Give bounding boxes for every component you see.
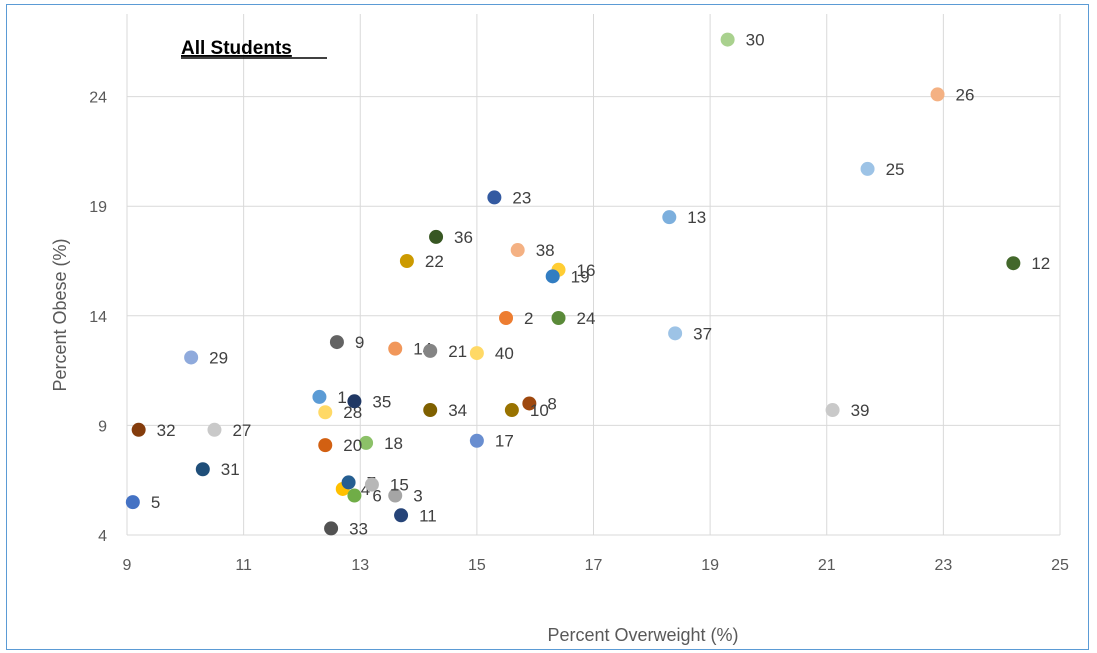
data-label: 10 — [530, 401, 549, 420]
data-point — [551, 310, 566, 325]
data-point — [510, 243, 525, 258]
data-point — [720, 32, 735, 47]
data-label: 16 — [577, 261, 596, 280]
data-label: 9 — [355, 333, 364, 352]
x-tick-label: 23 — [934, 557, 952, 574]
chart-frame — [6, 4, 1089, 650]
data-point — [184, 350, 199, 365]
data-label: 12 — [1031, 254, 1050, 273]
y-tick-label: 19 — [89, 199, 107, 216]
data-point — [359, 435, 374, 450]
data-point — [499, 310, 514, 325]
y-tick-label: 9 — [98, 418, 107, 435]
data-label: 23 — [512, 188, 531, 207]
data-label: 6 — [372, 487, 381, 506]
data-label: 1 — [337, 388, 346, 407]
data-label: 22 — [425, 252, 444, 271]
data-point — [469, 433, 484, 448]
data-label: 39 — [851, 401, 870, 420]
data-label: 2 — [524, 309, 533, 328]
data-point — [388, 341, 403, 356]
data-label: 17 — [495, 432, 514, 451]
data-point — [825, 403, 840, 418]
data-point — [399, 254, 414, 268]
data-point — [195, 462, 210, 477]
data-point — [1006, 256, 1021, 271]
data-label: 40 — [495, 344, 514, 363]
data-label: 32 — [157, 421, 176, 440]
y-axis-title: Percent Obese (%) — [50, 238, 70, 391]
data-point — [125, 495, 140, 510]
data-point — [341, 475, 356, 490]
data-point — [318, 405, 333, 420]
data-point — [504, 403, 519, 418]
x-tick-label: 25 — [1051, 557, 1069, 574]
x-axis-title: Percent Overweight (%) — [547, 625, 738, 645]
data-label: 24 — [577, 309, 596, 328]
x-tick-label: 17 — [585, 557, 603, 574]
data-point — [469, 346, 484, 361]
x-tick-label: 15 — [468, 557, 486, 574]
data-point — [324, 521, 339, 536]
data-point — [930, 87, 945, 102]
data-label: 11 — [419, 506, 437, 525]
data-point — [522, 396, 537, 411]
data-label: 26 — [956, 85, 975, 104]
data-label: 21 — [448, 342, 467, 361]
data-label: 38 — [536, 241, 555, 260]
data-label: 25 — [886, 160, 905, 179]
chart-title: All Students — [181, 38, 292, 59]
data-point — [668, 326, 683, 341]
data-point — [312, 389, 327, 404]
data-label: 18 — [384, 434, 403, 453]
x-tick-label: 21 — [818, 557, 836, 574]
data-point — [364, 477, 379, 492]
data-label: 8 — [547, 394, 556, 413]
x-tick-label: 19 — [701, 557, 719, 574]
data-label: 5 — [151, 493, 160, 512]
data-points: 1234567891011121314151617181920212223242… — [125, 31, 1050, 538]
data-point — [347, 394, 362, 409]
data-label: 3 — [413, 487, 422, 506]
data-label: 31 — [221, 460, 240, 479]
x-tick-label: 13 — [351, 557, 369, 574]
data-point — [131, 422, 146, 437]
data-label: 30 — [746, 31, 765, 50]
data-label: 19 — [571, 267, 590, 286]
data-point — [662, 210, 677, 225]
data-point — [347, 488, 362, 503]
data-point — [545, 269, 560, 284]
y-tick-label: 14 — [89, 309, 107, 326]
data-point — [388, 488, 403, 503]
data-label: 29 — [209, 348, 228, 367]
data-label: 34 — [448, 401, 467, 420]
data-point — [860, 161, 875, 176]
data-label: 35 — [372, 392, 391, 411]
data-point — [423, 403, 438, 418]
y-tick-label: 24 — [89, 90, 107, 107]
data-label: 36 — [454, 228, 473, 247]
data-point — [423, 343, 438, 358]
data-point — [487, 190, 502, 205]
data-label: 27 — [232, 421, 251, 440]
data-label: 28 — [343, 403, 362, 422]
data-label: 13 — [687, 208, 706, 227]
data-point — [429, 229, 444, 244]
data-label: 4 — [361, 480, 370, 499]
data-label: 15 — [390, 476, 409, 495]
grid-lines — [126, 14, 1061, 536]
data-point — [207, 422, 222, 437]
data-label: 33 — [349, 519, 368, 538]
data-label: 37 — [693, 324, 712, 343]
data-point — [329, 335, 344, 350]
y-tick-label: 4 — [98, 528, 107, 545]
data-label: 20 — [343, 436, 362, 455]
data-point — [318, 438, 333, 453]
x-tick-label: 9 — [123, 557, 132, 574]
x-tick-label: 11 — [235, 557, 252, 574]
data-point — [394, 508, 409, 523]
